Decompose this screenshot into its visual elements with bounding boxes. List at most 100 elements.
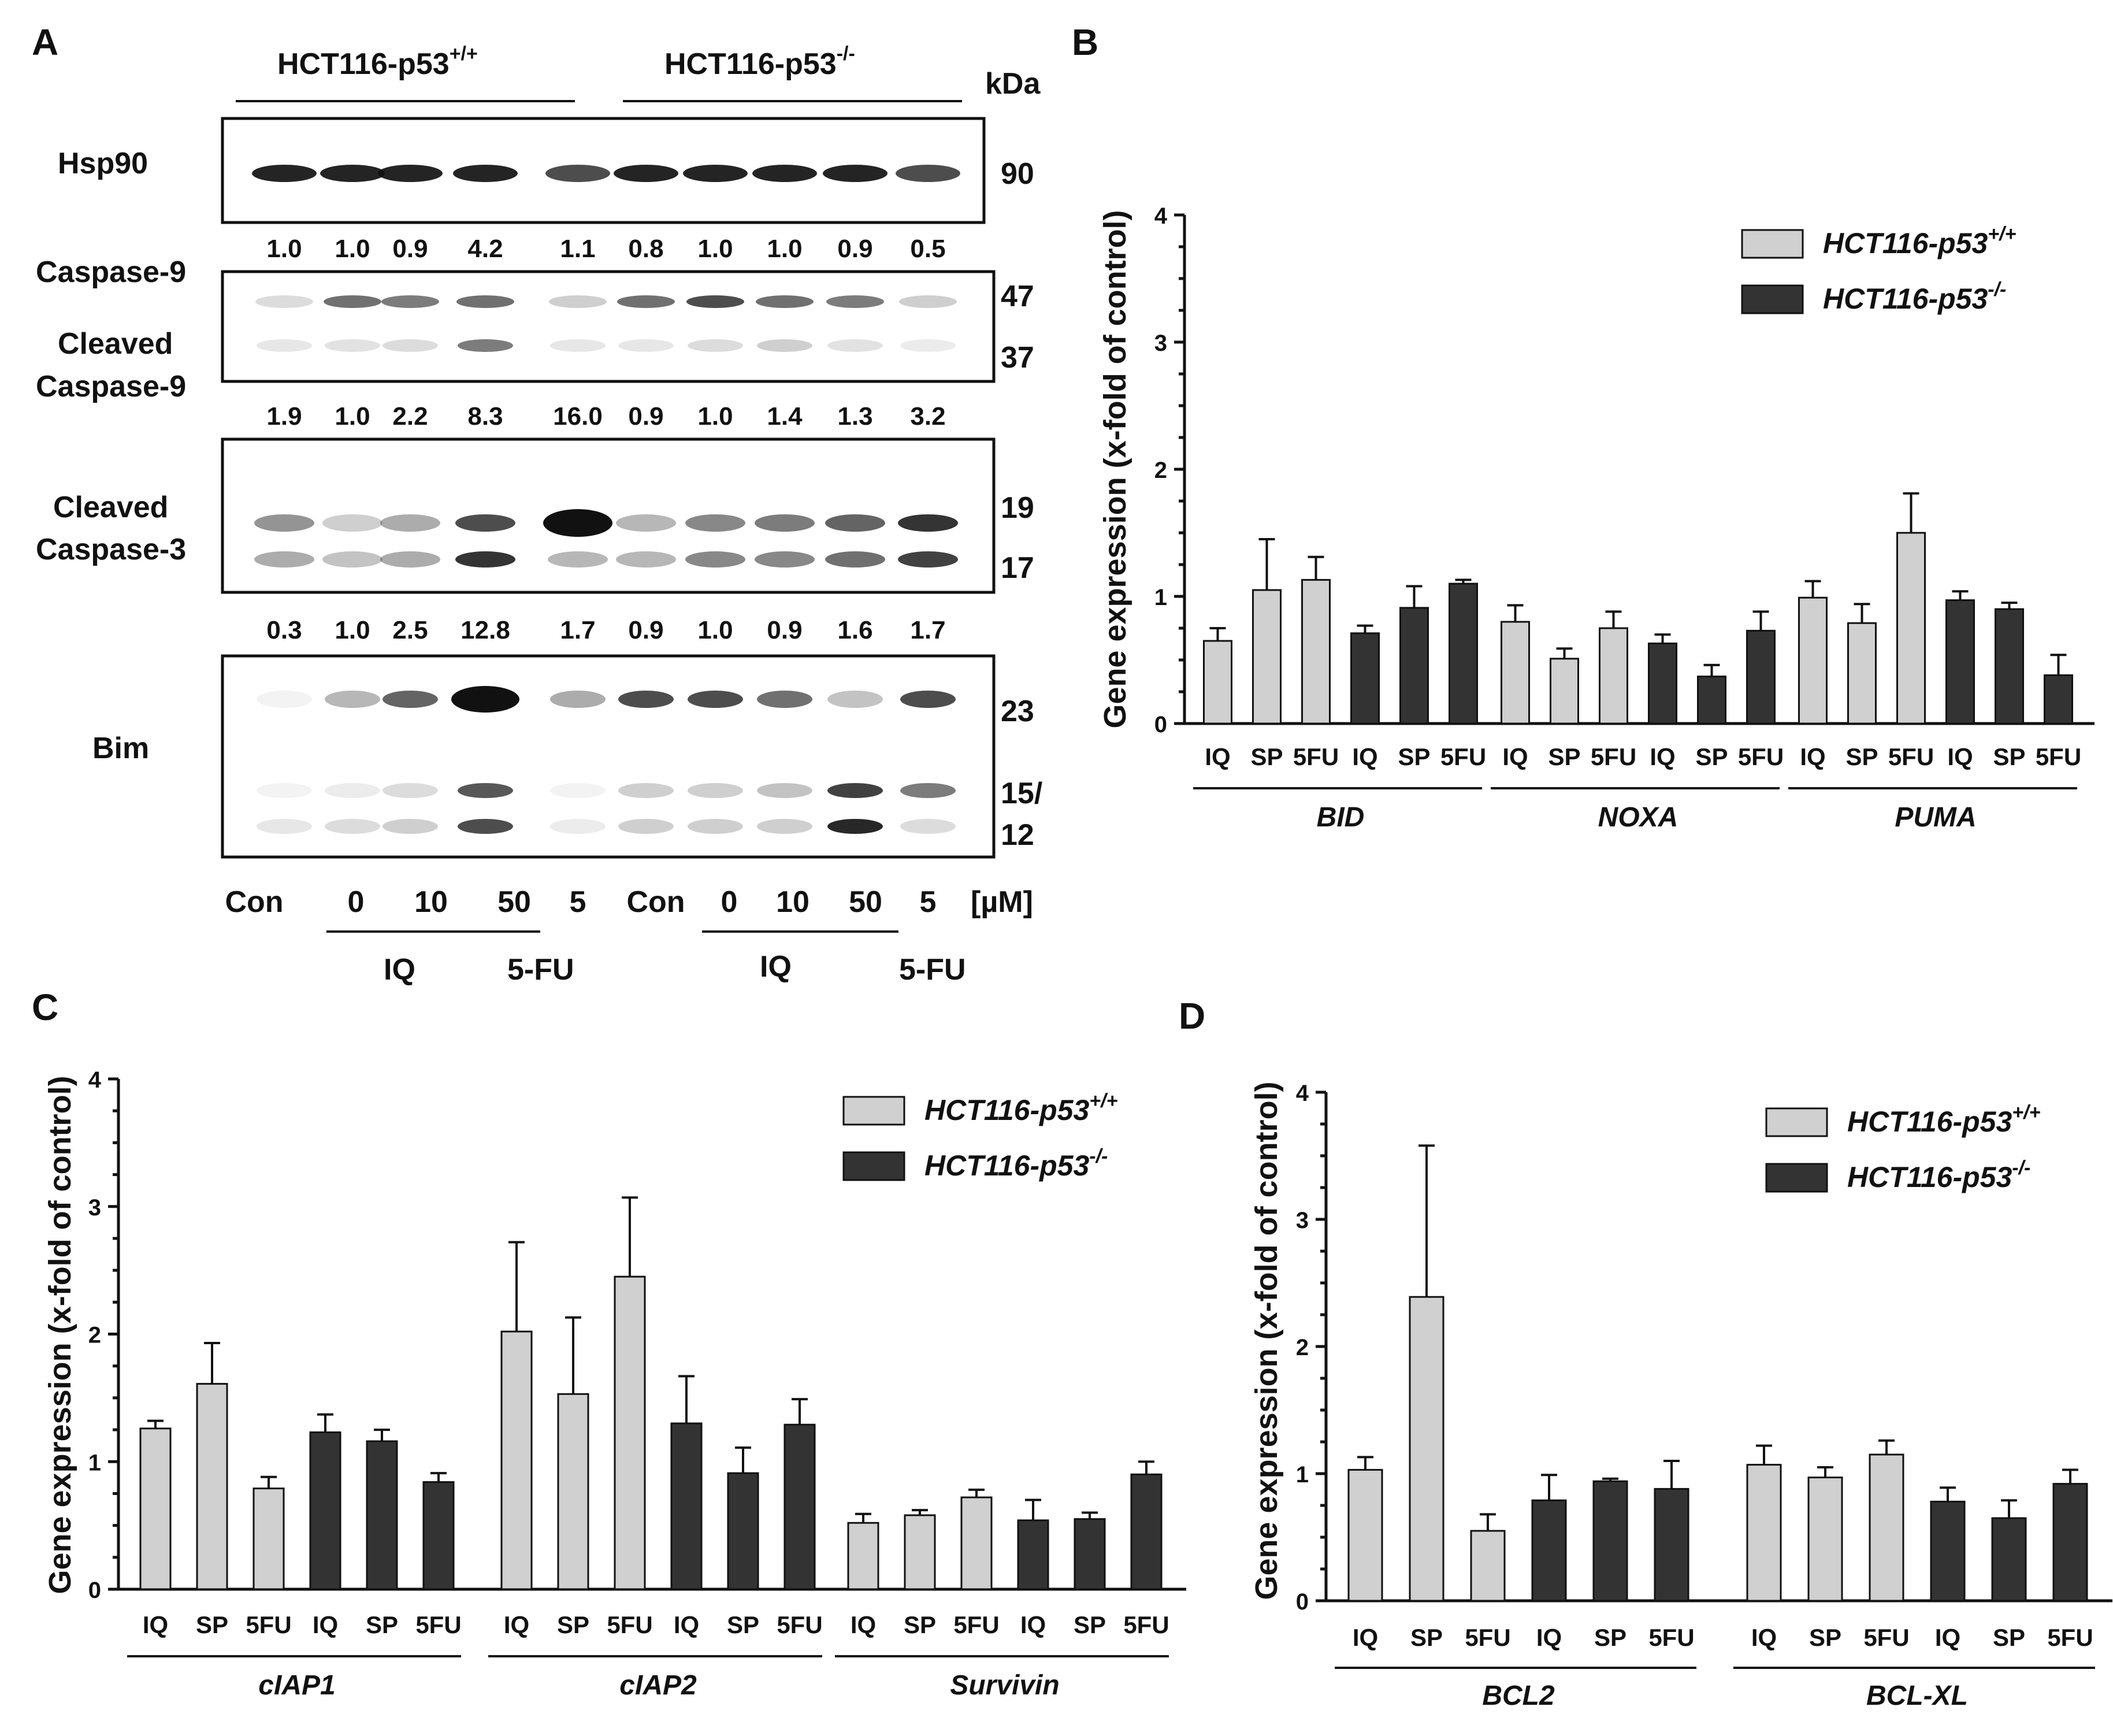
y-tick-label: 4 <box>1296 1081 1309 1106</box>
bar-category-label: SP <box>904 1611 936 1638</box>
quant-row-caspase9: 1.0 1.0 0.9 4.2 1.1 0.8 1.0 1.0 0.9 0.5 <box>266 235 945 263</box>
legend-label-name: HCT116-p53 <box>924 1149 1089 1182</box>
y-axis-label: Gene expression (x-fold of control) <box>1249 1081 1284 1600</box>
legend-label-name: HCT116-p53 <box>1823 227 1988 259</box>
bar-category-label: 5FU <box>953 1611 999 1638</box>
bar <box>366 1440 398 1590</box>
gene-label: cIAP1 <box>258 1670 335 1701</box>
band-caspase9-47 <box>255 295 313 308</box>
bar <box>1252 589 1282 725</box>
lane-label: 10 <box>776 885 809 919</box>
bar <box>1409 1296 1444 1602</box>
band-bim-12 <box>257 819 312 834</box>
band-hsp90 <box>683 165 748 182</box>
band-bim-15 <box>688 783 743 798</box>
band-hsp90 <box>453 165 518 182</box>
quant-value: 12.8 <box>461 616 510 644</box>
band-caspase3-17 <box>825 551 885 567</box>
band-bim-15 <box>827 783 883 798</box>
band-hsp90 <box>252 165 317 182</box>
bar-category-label: SP <box>1695 743 1728 770</box>
quant-value: 0.9 <box>767 616 802 644</box>
quant-value: 1.0 <box>767 235 802 263</box>
bar-category-label: 5FU <box>607 1611 652 1638</box>
bar <box>2044 674 2073 725</box>
bar <box>1930 1500 1966 1602</box>
bands-caspase3 <box>254 509 958 567</box>
bar <box>1301 578 1331 725</box>
lane-label: Con <box>626 885 685 919</box>
legend-label-sup: -/- <box>1988 279 2006 301</box>
panel-d-letter: D <box>1179 995 1205 1037</box>
bar <box>309 1431 341 1590</box>
legend-label-sup: +/+ <box>2012 1101 2040 1123</box>
quant-value: 1.7 <box>560 616 595 644</box>
bar <box>1017 1519 1049 1590</box>
legend-swatch <box>842 1151 905 1181</box>
bar-category-label: 5FU <box>1591 743 1636 770</box>
band-bim-23 <box>688 691 743 708</box>
band-caspase3-19 <box>616 514 676 532</box>
panel-b-letter: B <box>1072 21 1098 63</box>
lane-label: 5 <box>920 885 937 919</box>
quant-value: 2.2 <box>392 402 428 431</box>
bar <box>960 1496 993 1590</box>
bar-category-label: IQ <box>1751 1624 1777 1651</box>
y-tick-label: 4 <box>1154 203 1168 229</box>
band-bim-15 <box>550 783 606 798</box>
quant-value: 3.2 <box>910 402 945 431</box>
bar <box>1449 583 1478 725</box>
band-caspase3-17 <box>755 551 815 567</box>
quant-value: 1.6 <box>837 616 872 644</box>
lane-label: 0 <box>348 885 365 919</box>
bar-category-label: 5FU <box>1888 743 1934 770</box>
band-bim-15 <box>757 783 812 798</box>
bar-category-label: IQ <box>143 1611 168 1638</box>
band-bim-15 <box>383 783 438 798</box>
bar-category-label: SP <box>1845 743 1878 770</box>
bands-bim <box>257 686 956 834</box>
bar-category-label: SP <box>1074 1611 1106 1638</box>
bands-hsp90 <box>252 165 960 182</box>
band-bim-12 <box>325 819 380 834</box>
bar-category-label: SP <box>1993 743 2025 770</box>
bar <box>727 1472 759 1590</box>
marker-23: 23 <box>1001 695 1034 728</box>
quant-row-caspase3: 1.9 1.0 2.2 8.3 16.0 0.9 1.0 1.4 1.3 3.2 <box>266 402 945 431</box>
quant-value: 0.9 <box>628 616 663 644</box>
bar-category-label: 5FU <box>1648 1624 1694 1651</box>
band-caspase3-17 <box>898 551 958 567</box>
y-tick-label: 1 <box>1296 1462 1309 1488</box>
bar <box>1470 1530 1506 1602</box>
band-caspase9-37 <box>688 339 743 352</box>
blot-caspase9 <box>221 270 996 383</box>
gene-label: cIAP2 <box>619 1670 697 1701</box>
lane-label: 10 <box>414 885 448 919</box>
quant-row-bim: 0.3 1.0 2.5 12.8 1.7 0.9 1.0 0.9 1.6 1.7 <box>266 616 945 644</box>
legend-label-name: HCT116-p53 <box>924 1094 1089 1126</box>
legend-label-name: HCT116-p53 <box>1847 1106 2012 1138</box>
chart-b: 0 1 2 3 4 Gene expression (x-fold of control)… <box>1098 203 2095 833</box>
band-caspase9-47 <box>826 295 884 308</box>
band-caspase3-17 <box>685 551 745 567</box>
bar <box>1599 627 1628 725</box>
treatment-iq-ko: IQ <box>760 950 792 984</box>
band-bim-15 <box>458 783 513 798</box>
quant-value: 0.5 <box>910 235 945 263</box>
bar-category-label: IQ <box>313 1611 338 1638</box>
kda-label: kDa <box>985 67 1041 101</box>
band-bim-23 <box>550 691 606 708</box>
blot-label-cleaved-caspase9-line1: Cleaved <box>58 327 173 361</box>
legend-label-sup: +/+ <box>1089 1090 1117 1112</box>
band-caspase3-17 <box>548 551 608 567</box>
bar-category-label: IQ <box>1352 743 1377 770</box>
bar <box>1203 640 1232 725</box>
group-label-wt-name: HCT116-p53 <box>277 47 450 81</box>
quant-value: 1.3 <box>837 402 872 431</box>
bar-category-label: 5FU <box>2047 1624 2093 1651</box>
band-bim-12 <box>827 819 883 834</box>
bar <box>1991 1517 2027 1602</box>
unit-label: [µM] <box>971 885 1033 919</box>
band-hsp90 <box>545 165 610 182</box>
